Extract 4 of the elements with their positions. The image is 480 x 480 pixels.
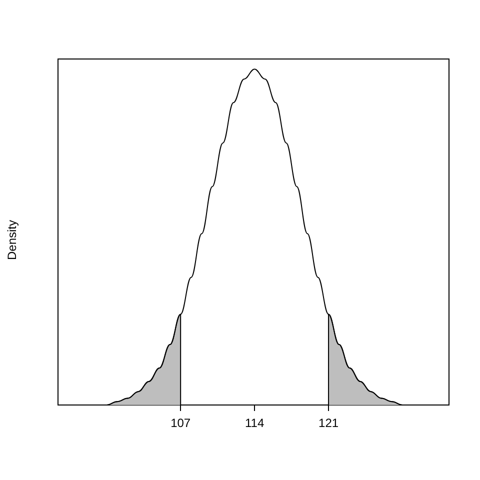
y-axis-title: Density: [5, 220, 19, 260]
x-tick-label: 107: [170, 416, 191, 430]
x-tick-label: 114: [244, 416, 264, 430]
x-tick-label: 121: [318, 416, 339, 430]
